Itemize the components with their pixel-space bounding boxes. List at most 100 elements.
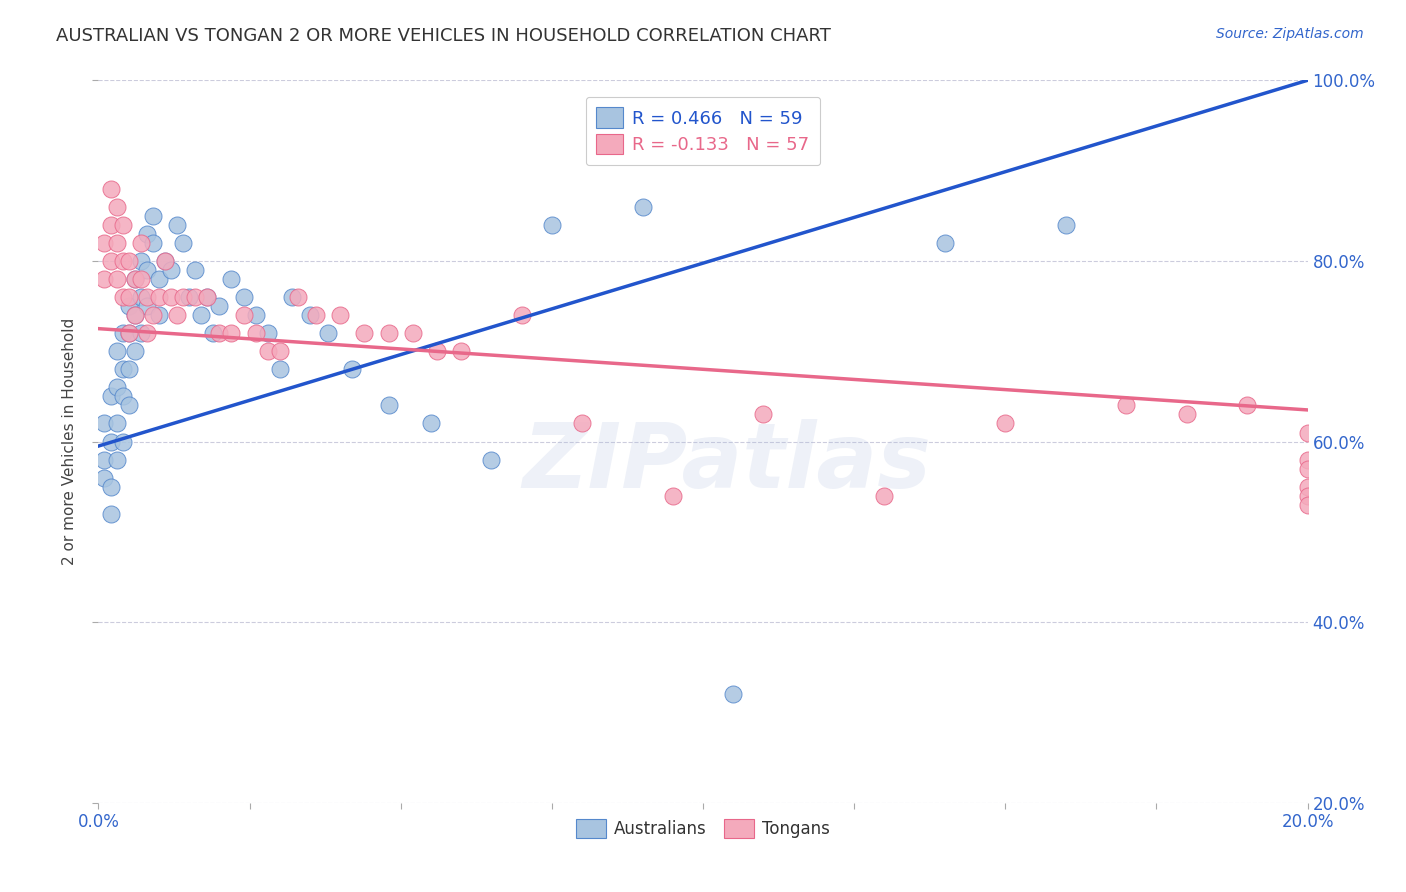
Point <box>100 507 122 521</box>
Point <box>245 326 267 341</box>
Text: AUSTRALIAN VS TONGAN 2 OR MORE VEHICLES IN HOUSEHOLD CORRELATION CHART: AUSTRALIAN VS TONGAN 2 OR MORE VEHICLES … <box>56 27 831 45</box>
Point <box>661 489 683 503</box>
Point <box>142 308 165 322</box>
Point <box>299 308 322 322</box>
Point <box>105 452 128 467</box>
Point <box>135 263 157 277</box>
Point <box>208 326 231 341</box>
Point <box>100 218 122 232</box>
Point <box>166 308 188 322</box>
Point <box>129 326 152 341</box>
Point <box>111 362 134 376</box>
Point <box>172 290 194 304</box>
Point <box>160 263 183 277</box>
Point <box>100 253 122 268</box>
Point <box>129 272 152 286</box>
Point <box>129 290 152 304</box>
Point <box>353 326 375 341</box>
Point <box>105 272 128 286</box>
Point <box>111 326 134 341</box>
Point <box>135 299 157 313</box>
Point <box>100 389 122 403</box>
Point <box>1296 452 1319 467</box>
Point <box>129 235 152 250</box>
Point <box>166 218 188 232</box>
Point <box>269 362 291 376</box>
Point <box>232 290 254 304</box>
Point <box>195 290 218 304</box>
Point <box>481 452 503 467</box>
Point <box>232 308 254 322</box>
Point <box>420 417 443 431</box>
Point <box>179 290 201 304</box>
Point <box>287 290 309 304</box>
Point <box>723 687 745 701</box>
Point <box>221 272 243 286</box>
Point <box>184 290 207 304</box>
Point <box>160 290 183 304</box>
Point <box>93 470 115 484</box>
Point <box>100 434 122 449</box>
Point <box>124 308 146 322</box>
Point <box>190 308 212 322</box>
Point <box>377 326 399 341</box>
Point <box>148 290 170 304</box>
Point <box>105 417 128 431</box>
Point <box>124 308 146 322</box>
Point <box>752 408 775 422</box>
Point <box>118 326 141 341</box>
Point <box>1296 425 1319 440</box>
Point <box>402 326 425 341</box>
Point <box>245 308 267 322</box>
Point <box>631 200 654 214</box>
Point <box>195 290 218 304</box>
Point <box>1296 498 1319 512</box>
Point <box>377 398 399 412</box>
Point <box>118 362 141 376</box>
Point <box>153 253 176 268</box>
Point <box>994 417 1017 431</box>
Point <box>118 290 141 304</box>
Point <box>281 290 304 304</box>
Point <box>202 326 225 341</box>
Point <box>184 263 207 277</box>
Y-axis label: 2 or more Vehicles in Household: 2 or more Vehicles in Household <box>62 318 77 566</box>
Point <box>135 227 157 241</box>
Point <box>105 380 128 394</box>
Point <box>172 235 194 250</box>
Point <box>316 326 339 341</box>
Text: Source: ZipAtlas.com: Source: ZipAtlas.com <box>1216 27 1364 41</box>
Point <box>342 362 364 376</box>
Point <box>118 398 141 412</box>
Point <box>934 235 956 250</box>
Point <box>111 434 134 449</box>
Point <box>93 452 115 467</box>
Point <box>1054 218 1077 232</box>
Point <box>142 209 165 223</box>
Point <box>124 344 146 359</box>
Point <box>1175 408 1198 422</box>
Point <box>1296 480 1319 494</box>
Point <box>1236 398 1258 412</box>
Point <box>124 272 146 286</box>
Point <box>118 299 141 313</box>
Point <box>153 253 176 268</box>
Point <box>873 489 896 503</box>
Point <box>129 253 152 268</box>
Point <box>426 344 449 359</box>
Point <box>111 290 134 304</box>
Point <box>105 344 128 359</box>
Point <box>329 308 352 322</box>
Point <box>305 308 328 322</box>
Point <box>93 272 115 286</box>
Point <box>256 326 278 341</box>
Point <box>269 344 291 359</box>
Point <box>148 308 170 322</box>
Point <box>1296 461 1319 475</box>
Point <box>111 389 134 403</box>
Point <box>111 218 134 232</box>
Point <box>540 218 562 232</box>
Point <box>93 417 115 431</box>
Point <box>571 417 593 431</box>
Point <box>135 326 157 341</box>
